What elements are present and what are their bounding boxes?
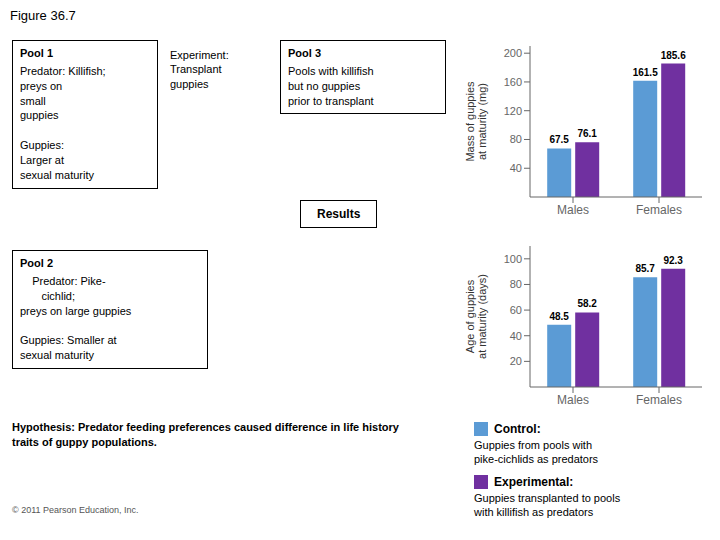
svg-text:85.7: 85.7 [635, 263, 655, 274]
svg-text:40: 40 [510, 330, 522, 342]
svg-text:Males: Males [557, 203, 589, 217]
html-text:Predator: Pike- cichlid; preys: Predator: Pike- cichlid; preys on large … [20, 274, 132, 362]
svg-text:120: 120 [504, 105, 522, 117]
svg-text:58.2: 58.2 [577, 298, 597, 309]
svg-text:67.5: 67.5 [549, 134, 569, 145]
svg-text:48.5: 48.5 [549, 311, 569, 322]
html-text:Hypothesis: Predator feeding p: Hypothesis: Predator feeding preferences… [12, 421, 399, 449]
svg-text:100: 100 [504, 253, 522, 265]
html-text:Guppies from pools with pike-c: Guppies from pools with pike-cichlids as… [474, 439, 599, 466]
html-text:Pool 1: Pool 1 [20, 47, 53, 59]
svg-text:80: 80 [510, 133, 522, 145]
html-text:Pool 2: Pool 2 [20, 257, 53, 269]
html-text:Results: Results [317, 207, 361, 221]
svg-text:80: 80 [510, 278, 522, 290]
html-text:Pool 3: Pool 3 [288, 47, 321, 59]
svg-text:200: 200 [504, 47, 522, 59]
svg-text:92.3: 92.3 [663, 255, 683, 266]
html-text:Control:: Control: [494, 422, 541, 436]
svg-text:20: 20 [510, 355, 522, 367]
html-text:Predator: Killifish; preys on: Predator: Killifish; preys on small gupp… [20, 64, 106, 181]
svg-text:161.5: 161.5 [633, 67, 658, 78]
svg-text:160: 160 [504, 76, 522, 88]
html-text:Experimental:: Experimental: [494, 474, 574, 489]
html-text:Pools with killifish but no gu: Pools with killifish but no guppies prio… [288, 64, 374, 107]
html-text:Guppies transplanted to pools: Guppies transplanted to pools with killi… [474, 491, 621, 518]
svg-text:Females: Females [636, 203, 682, 217]
svg-text:Males: Males [557, 393, 589, 407]
html-text:Figure 36.7: Figure 36.7 [10, 8, 76, 23]
html-text:Experiment: Transplant guppies: Experiment: Transplant guppies [170, 49, 229, 90]
svg-text:185.6: 185.6 [661, 50, 686, 61]
svg-text:60: 60 [510, 304, 522, 316]
svg-text:76.1: 76.1 [577, 128, 597, 139]
svg-text:40: 40 [510, 162, 522, 174]
html-text:© 2011 Pearson Education, Inc.: © 2011 Pearson Education, Inc. [12, 505, 139, 515]
svg-text:Age of guppiesat maturity (day: Age of guppiesat maturity (days) [464, 274, 488, 359]
svg-text:Females: Females [636, 393, 682, 407]
svg-text:Mass of guppiesat maturity (mg: Mass of guppiesat maturity (mg) [464, 81, 488, 162]
